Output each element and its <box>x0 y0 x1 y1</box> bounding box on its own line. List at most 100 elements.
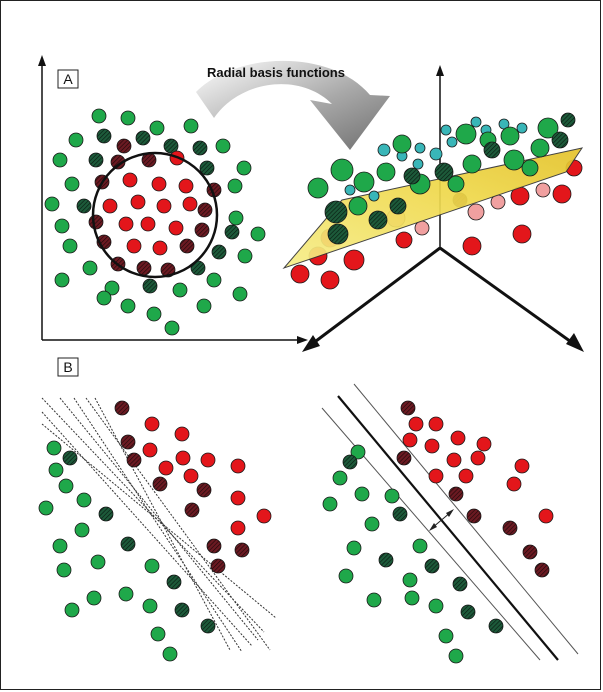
green-point <box>144 558 160 574</box>
hatch-overlay <box>197 483 211 497</box>
green-point <box>90 554 106 570</box>
hatch-overlay <box>390 198 406 214</box>
green-point <box>146 306 162 322</box>
green-point <box>52 152 68 168</box>
panel-a-label: A <box>63 71 73 87</box>
candidate-hyperplanes <box>41 397 277 653</box>
green-point <box>402 572 418 588</box>
hatch-overlay <box>115 401 129 415</box>
hatch-overlay <box>523 545 537 559</box>
teal-point <box>470 116 482 128</box>
green-point <box>448 648 464 664</box>
green-point <box>164 320 180 336</box>
teal-point <box>412 158 424 170</box>
hatch-overlay <box>200 161 214 175</box>
green-point <box>232 286 248 302</box>
hatch-overlay <box>401 401 415 415</box>
green-point <box>52 538 68 554</box>
red-point <box>230 490 246 506</box>
candidate-line <box>73 397 243 653</box>
green-point <box>48 462 64 478</box>
hatch-overlay <box>325 201 347 223</box>
panel-a-points <box>44 108 266 336</box>
candidate-line <box>41 397 265 633</box>
hatch-overlay <box>185 503 199 517</box>
hatch-overlay <box>453 577 467 591</box>
hatch-overlay <box>328 224 348 244</box>
red-point <box>118 216 134 232</box>
red-point <box>126 238 142 254</box>
hatch-overlay <box>404 168 420 184</box>
green-point <box>104 280 120 296</box>
teal-point <box>368 190 380 202</box>
hatch-overlay <box>99 507 113 521</box>
red-point <box>458 468 474 484</box>
hatch-overlay <box>503 521 517 535</box>
green-point <box>237 248 253 264</box>
y-axis-arrowhead-a <box>38 55 46 66</box>
hatch-overlay <box>212 245 226 259</box>
rbf-boundary-circle <box>91 151 219 279</box>
hatch-overlay <box>142 153 156 167</box>
margin-line-right <box>353 383 579 655</box>
green-point <box>250 226 266 242</box>
green-point <box>149 120 165 136</box>
hatch-overlay <box>207 539 221 553</box>
green-point <box>384 488 400 504</box>
hatch-overlay <box>77 199 91 213</box>
green-point <box>118 586 134 602</box>
red-point <box>200 452 216 468</box>
green-point <box>64 176 80 192</box>
red-point <box>122 172 138 188</box>
red-point <box>174 426 190 442</box>
red-point <box>343 249 365 271</box>
green-point <box>86 590 102 606</box>
transform-label: Radial basis functions <box>207 65 345 80</box>
hatch-overlay <box>161 263 175 277</box>
hatch-overlay <box>167 575 181 589</box>
green-point <box>54 218 70 234</box>
red-point <box>514 458 530 474</box>
green-point <box>54 272 70 288</box>
hatch-overlay <box>117 139 131 153</box>
red-point <box>552 184 572 204</box>
red-point <box>450 430 466 446</box>
hatch-overlay <box>484 142 500 158</box>
hatch-overlay <box>89 215 103 229</box>
green-point <box>206 272 222 288</box>
green-point <box>330 158 354 182</box>
red-point <box>152 240 168 256</box>
panel-a: A <box>38 55 308 344</box>
hatch-overlay <box>191 261 205 275</box>
green-point <box>537 117 559 139</box>
hatch-overlay <box>235 543 249 557</box>
candidate-line <box>41 423 277 619</box>
hatch-overlay <box>225 225 239 239</box>
red-point <box>102 198 118 214</box>
hatch-overlay <box>127 453 141 467</box>
green-point <box>96 290 112 306</box>
green-point <box>91 108 107 124</box>
green-point <box>322 496 338 512</box>
pale-red-point <box>467 203 485 221</box>
hatch-overlay <box>143 279 157 293</box>
green-point <box>353 171 375 193</box>
green-point <box>236 160 252 176</box>
curved-arrow-icon <box>196 60 390 150</box>
red-point <box>470 450 486 466</box>
hatch-overlay <box>552 132 568 148</box>
teal-point <box>377 143 391 157</box>
green-point <box>228 210 244 226</box>
x-axis-3d <box>311 246 441 346</box>
red-point <box>462 236 482 256</box>
hatch-overlay <box>461 605 475 619</box>
green-point <box>44 196 60 212</box>
pale-red-point <box>535 182 551 198</box>
green-point <box>447 175 465 193</box>
hatch-overlay <box>467 509 481 523</box>
feature-space-points-above <box>307 112 576 245</box>
green-point <box>68 132 84 148</box>
red-point <box>158 460 174 476</box>
green-point <box>196 298 212 314</box>
